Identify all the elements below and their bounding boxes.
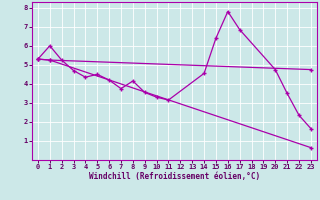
- X-axis label: Windchill (Refroidissement éolien,°C): Windchill (Refroidissement éolien,°C): [89, 172, 260, 181]
